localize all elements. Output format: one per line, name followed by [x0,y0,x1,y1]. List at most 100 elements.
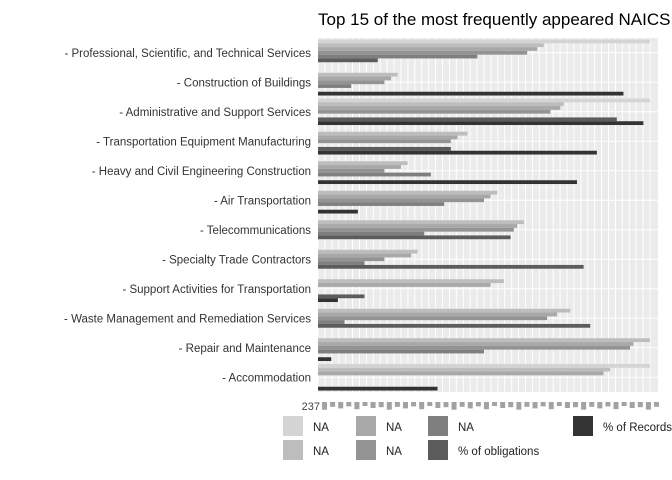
bar [318,367,611,372]
bar [318,131,468,136]
x-tick-mark [322,402,327,410]
bar [318,224,518,228]
bar [318,312,558,317]
bar [318,235,511,240]
x-tick-mark [386,402,392,410]
bar [318,80,385,85]
bar [318,198,484,203]
legend-label: % of obligations [458,446,539,458]
x-tick-mark [645,402,651,410]
legend-label: NA [386,422,402,434]
bar [318,202,445,206]
x-tick-mark [459,402,465,407]
bar [318,180,577,185]
x-tick-mark [573,402,579,408]
x-tick-mark [435,402,441,408]
x-tick-mark [492,402,498,406]
bar [318,102,564,107]
bar [318,98,650,103]
x-tick-mark [581,402,587,410]
x-tick-mark [516,402,522,410]
x-tick-mark [532,402,538,409]
bar [318,139,451,144]
x-tick-mark [508,402,514,408]
bar [318,253,411,258]
category-label: - Repair and Maintenance [179,343,311,355]
x-tick-mark [427,402,433,406]
bar [318,50,528,55]
x-tick-mark [524,402,530,407]
bar [318,320,345,324]
bar [318,54,478,59]
bar [318,190,498,195]
bar [318,161,408,166]
bar [318,357,332,362]
legend-swatch [356,440,376,460]
x-tick-mark [419,402,425,410]
category-label: - Professional, Scientific, and Technica… [64,48,311,60]
bar [318,58,378,63]
bar [318,298,338,303]
x-tick-mark [629,402,635,408]
bar [318,47,538,51]
x-tick-mark [467,402,473,409]
category-label: - Heavy and Civil Engineering Constructi… [92,166,311,178]
x-tick-mark [394,402,400,407]
bar [318,76,392,81]
bar [318,294,365,299]
x-tick-mark [338,402,344,409]
x-tick-mark [451,402,457,410]
bar [318,342,634,346]
x-tick-mark [548,402,554,410]
bar [318,316,548,321]
bar [318,39,650,44]
bar [318,43,544,48]
bar [318,172,431,177]
grid-lines [317,38,658,392]
legend: NA NA NA NA NA % of obligations % of Records [283,416,672,460]
legend-swatch [573,416,593,436]
bar [318,168,385,173]
category-label: - Waste Management and Remediation Servi… [64,313,311,325]
bar [318,84,352,88]
bar [318,257,385,262]
legend-label: NA [386,446,402,458]
bar [318,308,571,313]
category-label: - Specialty Trade Contractors [162,254,311,266]
x-tick-mark [443,402,449,408]
bar [318,91,624,96]
x-tick-mark [411,402,417,407]
bars [318,39,650,391]
x-tick-labels: 237 [302,401,659,413]
bar [318,261,365,265]
x-tick-mark [605,402,611,407]
bar [318,283,491,287]
x-tick-mark [613,402,619,410]
bar [318,146,451,151]
x-tick-mark [483,402,489,410]
bar [318,220,524,225]
x-tick-mark [346,402,352,407]
category-label: - Administrative and Support Services [119,107,311,119]
legend-swatch [283,440,303,460]
legend-label: NA [313,446,329,458]
bar [318,345,631,350]
x-tick-mark [354,402,360,410]
bar [318,117,617,122]
legend-label: NA [313,422,329,434]
x-tick-mark [500,402,506,408]
category-label: - Construction of Buildings [177,77,311,89]
x-tick-mark [654,402,659,407]
bar [318,349,484,354]
x-tick-mark [362,402,368,406]
category-label: - Telecommunications [200,225,311,237]
bar [318,264,584,269]
x-tick-mark [402,402,408,409]
x-tick-mark [556,402,562,406]
bar [318,386,438,391]
category-labels: - Professional, Scientific, and Technica… [64,48,311,385]
bar [318,106,561,110]
x-tick-mark [564,402,570,408]
bar [318,109,551,114]
category-label: - Air Transportation [214,195,311,207]
